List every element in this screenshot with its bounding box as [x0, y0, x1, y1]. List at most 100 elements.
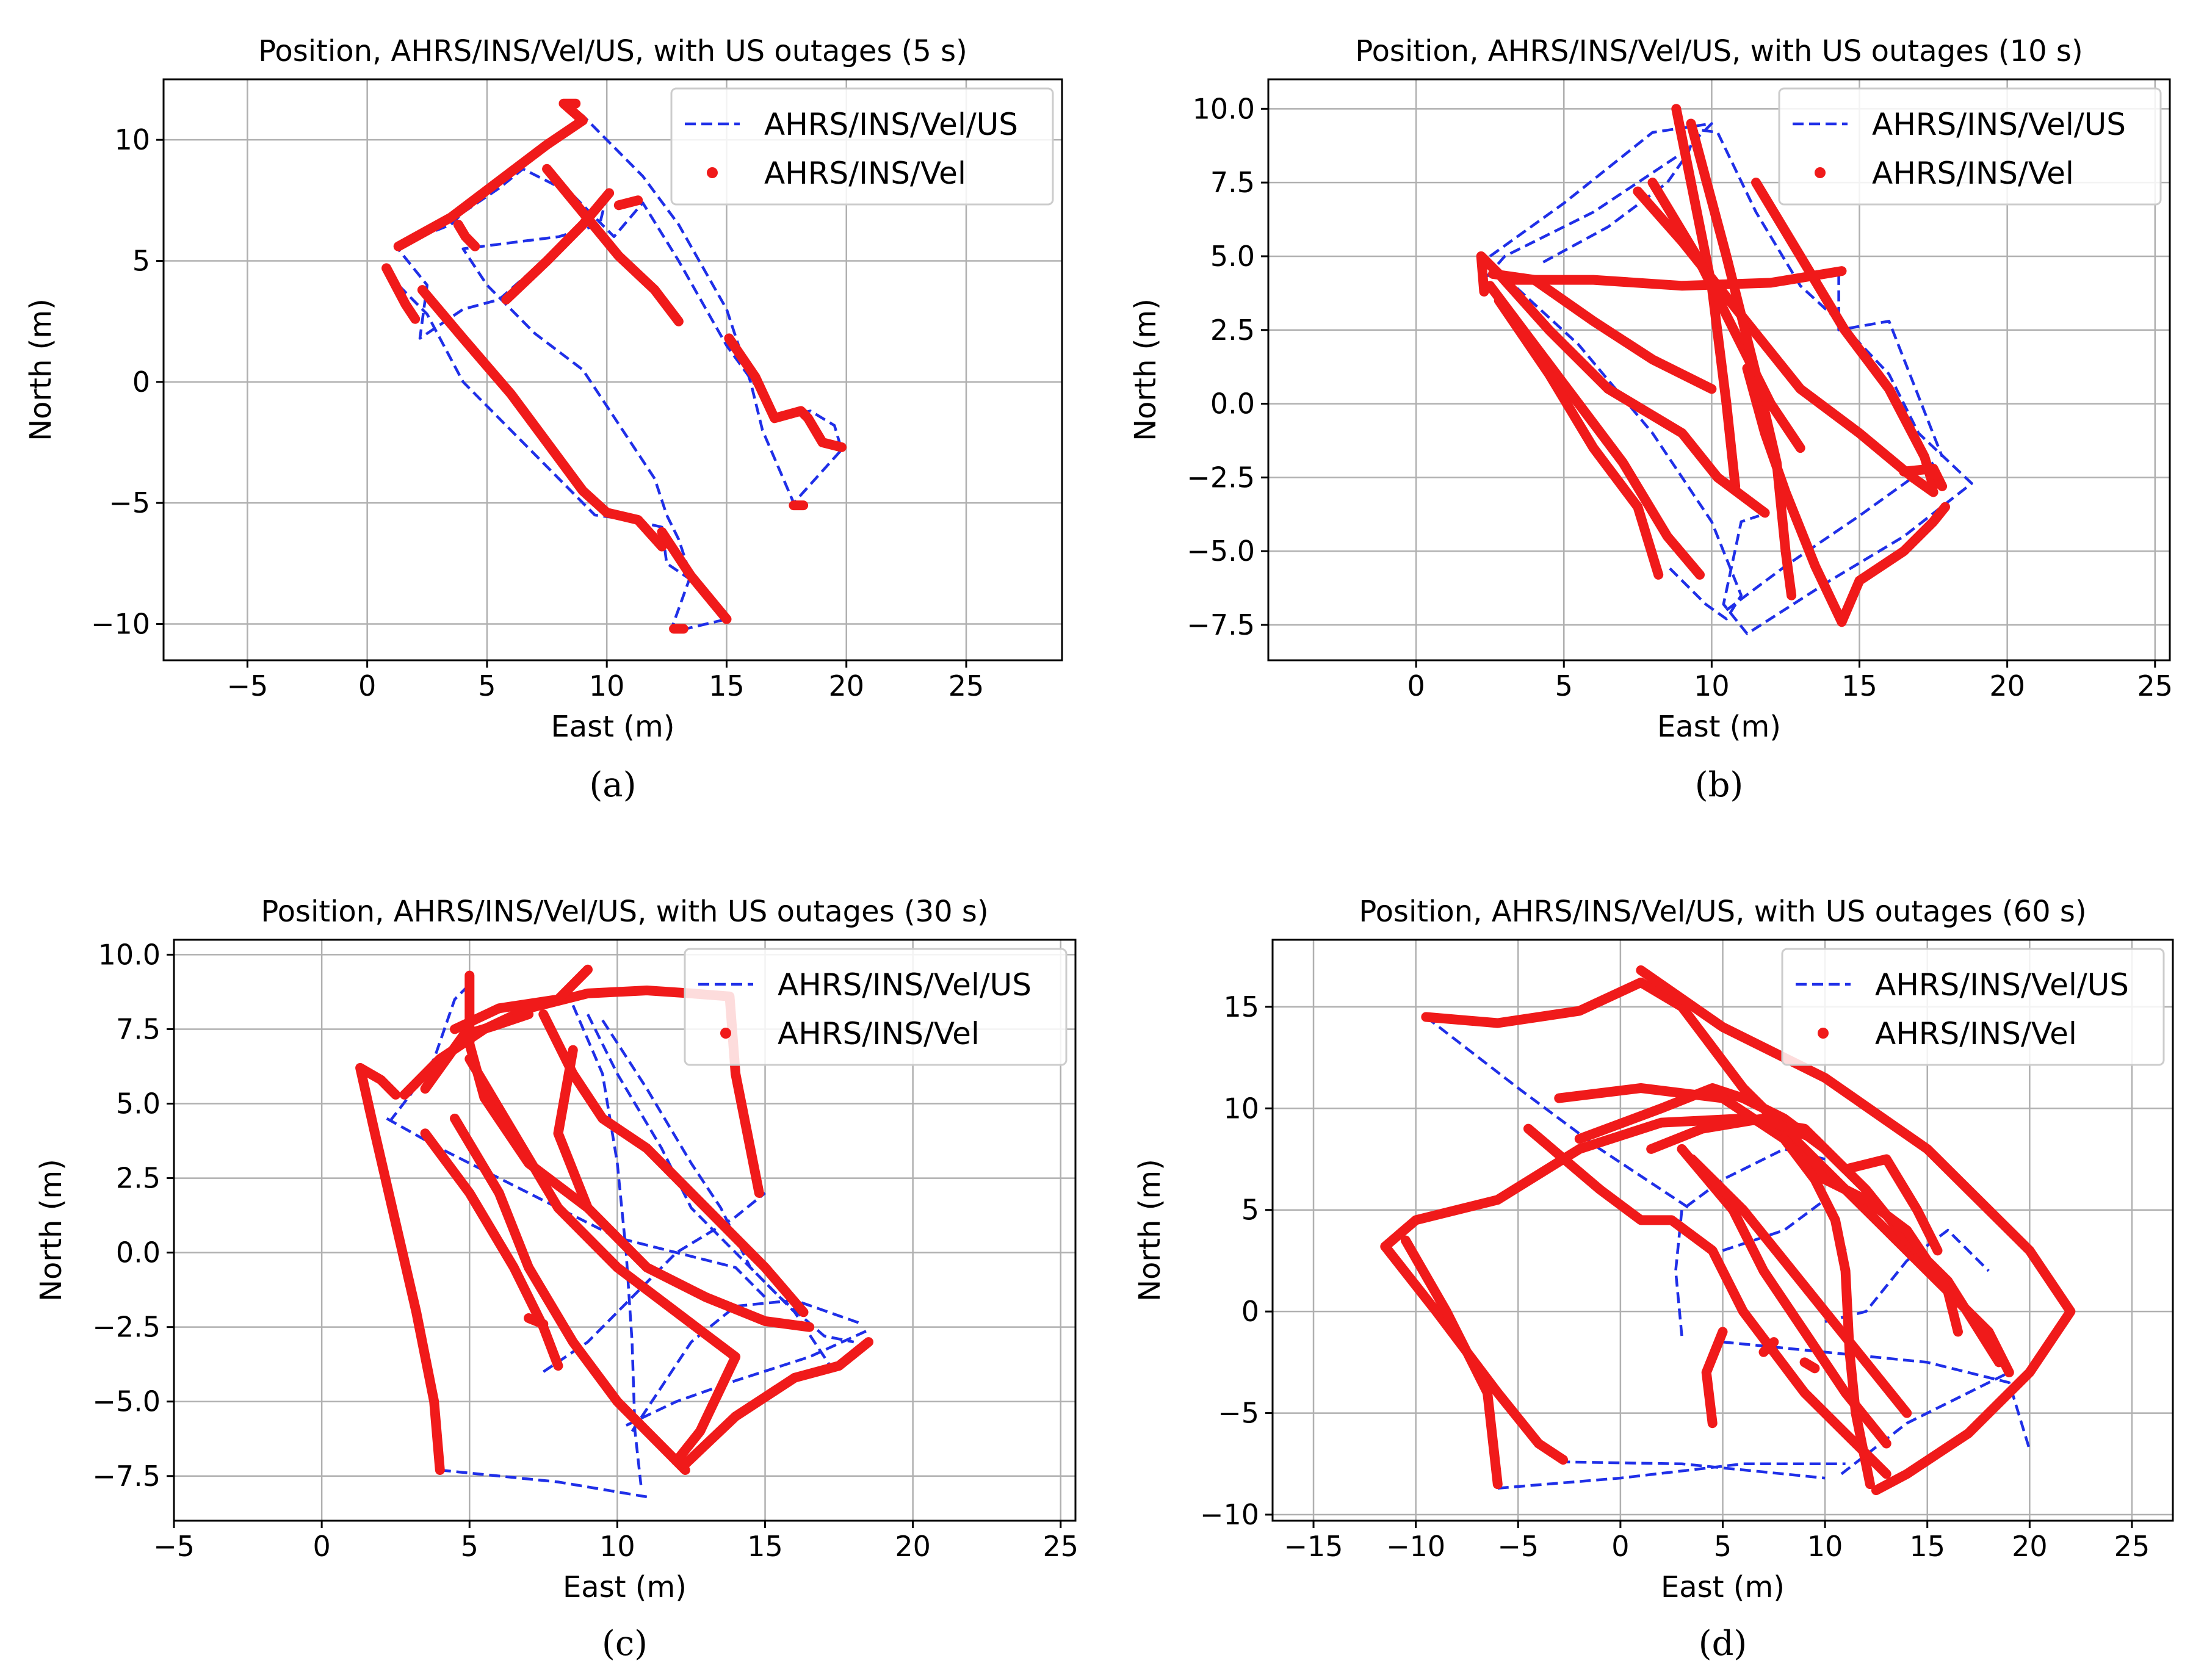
vel-series-track [381, 263, 421, 324]
legend-us-label: AHRS/INS/Vel/US [778, 967, 1031, 1003]
y-tick-label: 10.0 [1193, 92, 1255, 125]
vel-series-track [1742, 363, 1847, 627]
y-tick-label: 0 [1241, 1295, 1259, 1328]
y-tick-label: 5.0 [1210, 240, 1255, 273]
vel-series-track [1633, 186, 1938, 497]
x-tick-label: 0 [1611, 1530, 1629, 1563]
x-tick-label: 20 [828, 669, 864, 702]
x-tick-label: 25 [2114, 1530, 2150, 1563]
y-tick-label: 5 [132, 245, 150, 278]
plot-area [1476, 104, 1973, 635]
us-series-line [625, 1328, 869, 1427]
x-tick-label: 20 [2012, 1530, 2048, 1563]
vel-series-track [1380, 1241, 1568, 1465]
figure-caption: (d) [1699, 1624, 1747, 1664]
x-axis-label: East (m) [1657, 710, 1781, 744]
legend-box [670, 87, 1054, 206]
vel-series-track [542, 164, 684, 326]
y-tick-label: −5.0 [1187, 535, 1255, 568]
y-tick-label: −5.0 [92, 1385, 161, 1418]
chart-title: Position, AHRS/INS/Vel/US, with US outag… [261, 895, 988, 929]
vel-series-track [524, 1313, 549, 1329]
y-tick-label: 0 [132, 366, 150, 398]
vel-series-track [450, 1113, 690, 1475]
y-tick-label: 0.0 [116, 1236, 161, 1269]
us-series-line [601, 1019, 831, 1367]
plot-area [355, 964, 873, 1499]
legend-us-label: AHRS/INS/Vel/US [1872, 107, 2126, 142]
x-tick-label: 0 [358, 669, 376, 702]
legend: AHRS/INS/Vel/US AHRS/INS/Vel [670, 87, 1054, 206]
plot-area [1380, 965, 2076, 1496]
y-tick-label: 15 [1223, 990, 1259, 1023]
vel-series-track [1400, 1235, 1503, 1490]
vel-series-track [1687, 1154, 1912, 1418]
y-tick-label: 10.0 [98, 938, 161, 971]
y-tick-label: 2.5 [116, 1162, 161, 1195]
vel-series-track [680, 1337, 873, 1469]
vel-series-track [420, 1009, 534, 1094]
x-tick-label: 15 [1909, 1530, 1945, 1563]
chart-title: Position, AHRS/INS/Vel/US, with US outag… [1355, 34, 2083, 68]
vel-series-track [1476, 251, 1847, 297]
vel-series-track [450, 964, 593, 1034]
x-tick-label: 25 [1043, 1530, 1079, 1563]
y-axis-label: North (m) [1133, 1159, 1167, 1302]
y-tick-label: −5 [109, 486, 150, 519]
y-tick-label: 5.0 [116, 1087, 161, 1120]
us-series-line [1722, 1340, 2031, 1451]
legend-vel-swatch [1815, 167, 1826, 178]
vel-series-track [1488, 269, 1717, 394]
axes-frame [1267, 78, 2171, 662]
vel-series-track [1494, 269, 1770, 518]
vel-series-track [1686, 118, 1797, 600]
y-tick-label: −2.5 [1187, 461, 1255, 494]
vel-series-track [1779, 1134, 1875, 1490]
us-series-line [1425, 1015, 1693, 1211]
chart-title: Position, AHRS/INS/Vel/US, with US outag… [1359, 895, 2086, 929]
us-series-line [1497, 1462, 1846, 1490]
legend: AHRS/INS/Vel/US AHRS/INS/Vel [1778, 87, 2162, 206]
y-tick-label: 7.5 [116, 1012, 161, 1045]
x-tick-label: 15 [709, 669, 745, 702]
vel-series-track [1758, 1337, 1779, 1357]
legend-vel-swatch [720, 1028, 731, 1039]
us-series-line [386, 1117, 767, 1299]
y-tick-label: 2.5 [1210, 314, 1255, 347]
us-series-line [439, 1468, 648, 1499]
axes-frame [162, 78, 1063, 662]
legend-vel-label: AHRS/INS/Vel [1875, 1016, 2077, 1051]
y-tick-label: −2.5 [92, 1311, 161, 1344]
vel-series-track [1646, 1113, 1943, 1256]
figure-caption: (b) [1695, 765, 1744, 805]
vel-series-track [355, 1062, 445, 1475]
x-tick-label: 10 [599, 1530, 635, 1563]
vel-series-track [1799, 1357, 1820, 1374]
x-tick-label: 5 [1714, 1530, 1732, 1563]
figure-caption: (a) [589, 765, 636, 805]
chart-b: 0 5 10 15 20 25 −7.5 −5.0 −2.5 0.0 2.5 5.0 7.5 10.0 Po… [1129, 34, 2173, 805]
x-tick-label: 20 [1989, 669, 2025, 702]
legend-vel-swatch [1818, 1028, 1829, 1039]
chart-c: −5 0 5 10 15 20 25 −7.5 −5.0 −2.5 0.0 2.5 5.0 7.5 10.0… [34, 895, 1078, 1664]
x-axis-label: East (m) [1661, 1570, 1785, 1604]
legend-box [684, 948, 1068, 1066]
y-tick-label: −10 [1200, 1498, 1259, 1531]
chart-title: Position, AHRS/INS/Vel/US, with US outag… [258, 34, 967, 68]
vel-series-track [613, 195, 643, 211]
y-tick-label: −7.5 [1187, 608, 1255, 641]
chart-a: −5 0 5 10 15 20 25 −10 −5 0 5 10 Position, AHRS/INS/… [24, 34, 1063, 805]
y-axis-label: North (m) [24, 298, 58, 441]
x-tick-label: 10 [1694, 669, 1730, 702]
vel-series-track [724, 333, 847, 452]
vel-series-track [1636, 965, 2076, 1496]
legend-box [1778, 87, 2162, 206]
y-tick-label: 7.5 [1210, 166, 1255, 199]
x-tick-label: −10 [1386, 1530, 1445, 1563]
us-series-line [1840, 1371, 2010, 1476]
vel-series-track [393, 98, 588, 251]
x-tick-label: 5 [1555, 669, 1573, 702]
y-tick-label: 0.0 [1210, 388, 1255, 420]
x-tick-label: −5 [153, 1530, 195, 1563]
